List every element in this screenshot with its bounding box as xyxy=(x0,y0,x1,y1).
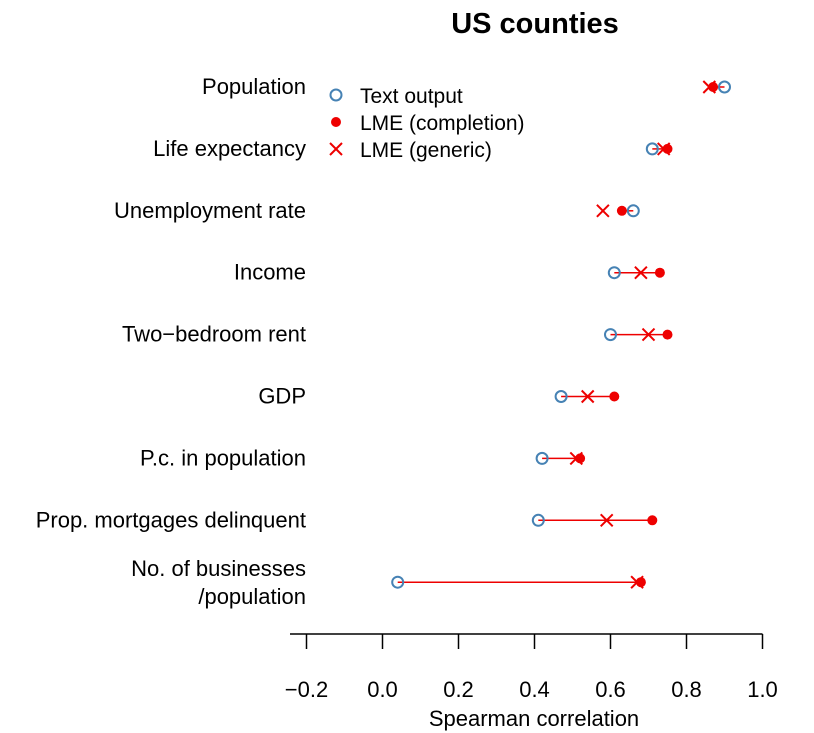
point-text-output xyxy=(531,513,545,527)
point-text-output xyxy=(391,575,405,589)
category-label: Life expectancy xyxy=(153,136,306,161)
point-lme-generic xyxy=(641,327,656,342)
category-label-line: /population xyxy=(198,584,306,609)
point-lme-completion xyxy=(635,577,646,588)
category-label: Two−bedroom rent xyxy=(122,322,306,347)
category-label: Unemployment rate xyxy=(114,198,306,223)
point-text-output xyxy=(607,266,621,280)
x-tick-label: 0.4 xyxy=(519,677,550,702)
category-label-line: No. of businesses xyxy=(131,556,306,581)
point-text-output xyxy=(645,142,659,156)
category-label: Income xyxy=(234,260,306,285)
point-text-output xyxy=(535,451,549,465)
point-lme-completion xyxy=(662,143,673,154)
point-lme-completion xyxy=(616,205,627,216)
x-tick-label: 0.0 xyxy=(367,677,398,702)
point-text-output xyxy=(604,328,617,342)
point-lme-completion xyxy=(647,515,658,526)
legend-marker-text-output xyxy=(329,88,343,102)
category-label: GDP xyxy=(258,384,306,409)
legend: Text output LME (completion) LME (generic) xyxy=(329,85,525,162)
point-lme-generic xyxy=(634,265,648,280)
category-label: No. of businesses/population xyxy=(131,556,306,609)
legend-marker-lme-completion xyxy=(331,117,341,127)
point-lme-completion xyxy=(662,329,673,340)
point-lme-completion xyxy=(708,82,719,92)
point-text-output xyxy=(554,390,568,403)
chart-title: US counties xyxy=(451,8,619,40)
legend-label: LME (completion) xyxy=(360,112,525,135)
point-text-output xyxy=(626,204,640,218)
point-lme-completion xyxy=(654,267,665,278)
point-text-output xyxy=(718,80,731,94)
point-lme-generic xyxy=(580,389,595,404)
x-tick-label: 0.6 xyxy=(595,677,626,702)
x-axis: −0.2 0.0 0.2 0.4 0.6 0.8 1.0 xyxy=(285,633,778,702)
category-label: Prop. mortgages delinquent xyxy=(36,507,306,532)
x-tick-label: 0.8 xyxy=(671,677,702,702)
plot-area: Population Life expectancy Unemployment ra… xyxy=(36,74,731,609)
point-lme-completion xyxy=(575,453,586,464)
x-tick-label: 1.0 xyxy=(747,677,778,702)
x-tick-label: −0.2 xyxy=(285,677,328,702)
category-label: Population xyxy=(202,74,306,99)
x-tick-label: 0.2 xyxy=(443,677,474,702)
legend-label: Text output xyxy=(360,85,463,108)
point-lme-generic xyxy=(599,513,614,528)
legend-label: LME (generic) xyxy=(360,139,492,162)
point-lme-generic xyxy=(596,204,610,218)
x-axis-label: Spearman correlation xyxy=(429,706,639,731)
category-label: P.c. in population xyxy=(140,445,306,470)
point-lme-completion xyxy=(609,391,620,402)
legend-marker-lme-generic xyxy=(329,142,343,156)
